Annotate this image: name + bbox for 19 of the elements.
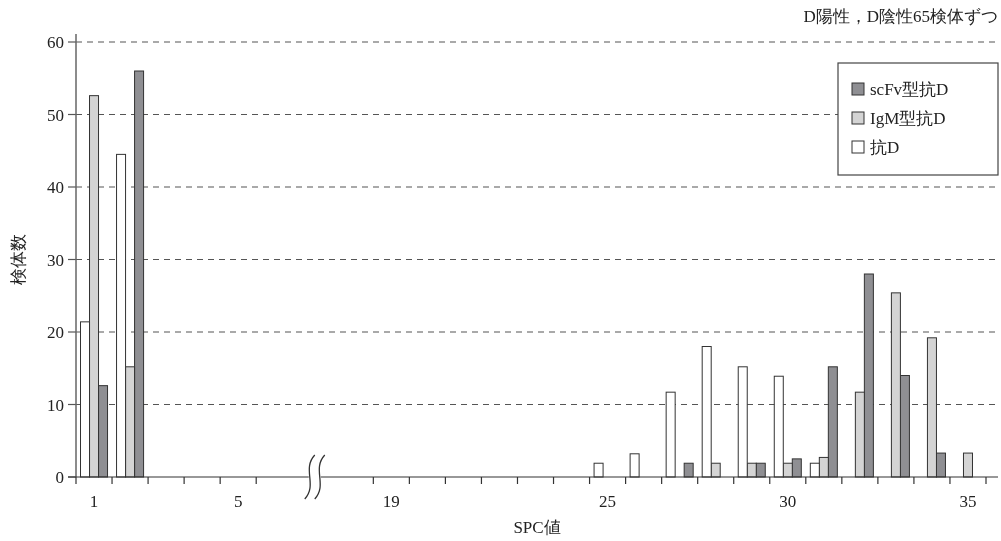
legend-label: 抗D	[870, 138, 900, 157]
legend-label: scFv型抗D	[870, 80, 949, 99]
x-tick-label: 25	[599, 492, 617, 511]
text: D陽性，D陰性65検体ずつ	[803, 7, 998, 26]
y-tick-label: 40	[47, 178, 64, 197]
y-tick-label: 60	[47, 33, 64, 52]
y-axis-title: 検体数	[9, 234, 28, 285]
y-tick-label: 10	[47, 395, 64, 415]
x-tick-label: 30	[779, 492, 797, 511]
x-tick-label: 5	[233, 492, 243, 511]
x-tick-label: 19	[382, 492, 400, 511]
y-tick-label: 30	[47, 250, 64, 270]
y-tick-label: 50	[47, 105, 64, 125]
legend-label: IgM型抗D	[870, 109, 946, 128]
y-tick-label: 20	[47, 323, 64, 342]
x-axis-title: SPC値	[513, 518, 561, 537]
x-tick-label: 1	[89, 492, 99, 511]
y-tick-label: 0	[55, 468, 64, 487]
x-tick-label: 35	[959, 492, 977, 511]
